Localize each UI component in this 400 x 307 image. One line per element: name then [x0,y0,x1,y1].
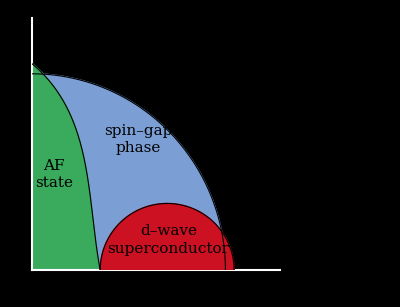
Polygon shape [100,204,234,270]
Text: d–wave
superconductor: d–wave superconductor [107,224,230,256]
Text: spin–gap
phase: spin–gap phase [104,124,173,155]
Polygon shape [32,64,226,270]
Text: AF
state: AF state [35,159,73,190]
Polygon shape [32,64,100,270]
